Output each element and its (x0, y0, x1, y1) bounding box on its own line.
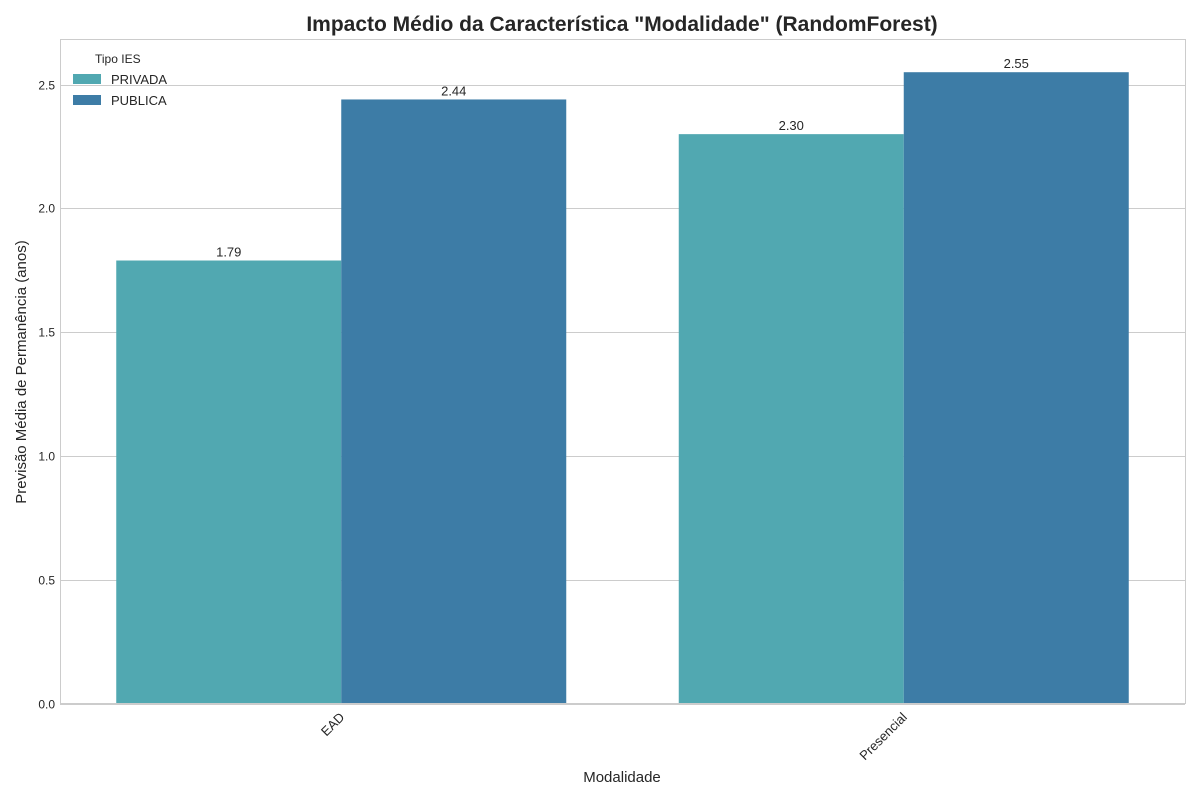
y-tick-label: 0.5 (38, 574, 55, 588)
y-tick-label: 0.0 (38, 698, 55, 712)
bar-publica-presencial (903, 72, 1129, 704)
legend-label-privada: PRIVADA (111, 72, 167, 87)
data-label: 1.79 (216, 245, 241, 260)
data-label: 2.30 (779, 118, 804, 133)
y-tick-label: 2.0 (38, 202, 55, 216)
chart-title: Impacto Médio da Característica "Modalid… (306, 13, 937, 36)
legend-swatch-privada (73, 74, 101, 84)
y-axis-label: Previsão Média de Permanência (anos) (13, 240, 30, 503)
bar-publica-ead (341, 99, 567, 704)
legend-swatch-publica (73, 95, 101, 105)
y-tick-label: 1.5 (38, 326, 55, 340)
bars (116, 72, 1129, 705)
y-tick-label: 2.5 (38, 79, 55, 93)
legend: Tipo IES PRIVADA PUBLICA (73, 52, 167, 108)
data-label: 2.55 (1004, 56, 1029, 71)
bar-privada-ead (116, 260, 342, 704)
x-axis-label: Modalidade (583, 769, 661, 786)
legend-label-publica: PUBLICA (111, 93, 167, 108)
plot-frame (60, 39, 1186, 704)
y-ticks: 0.0 0.5 1.0 1.5 2.0 2.5 (38, 79, 55, 712)
data-label: 2.44 (441, 83, 466, 98)
y-tick-label: 1.0 (38, 450, 55, 464)
bar-privada-presencial (678, 134, 904, 705)
data-labels: 1.79 2.44 2.30 2.55 (216, 56, 1029, 259)
legend-title: Tipo IES (95, 52, 141, 66)
